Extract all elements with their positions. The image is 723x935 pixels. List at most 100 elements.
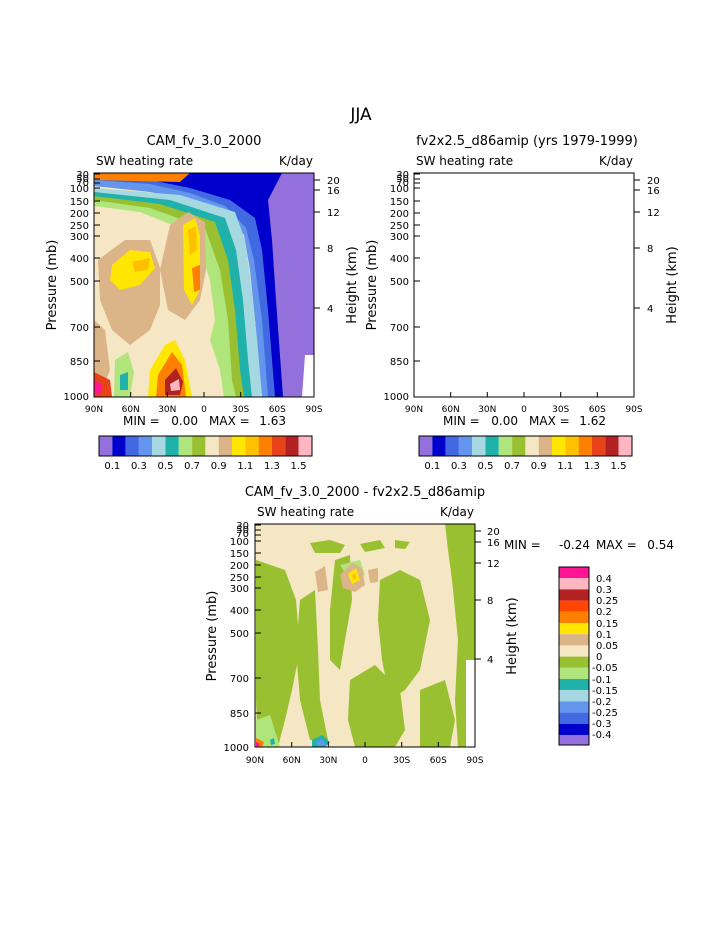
colorbar-swatches <box>559 567 589 745</box>
colorbar-label: 0.5 <box>478 461 494 472</box>
panel-b-right-label: K/day <box>599 154 633 168</box>
colorbar-label: 0.1 <box>104 461 120 472</box>
x-tick-label: 90N <box>246 756 264 766</box>
colorbar-swatch <box>559 724 589 735</box>
colorbar-swatch <box>299 436 313 456</box>
y-tick-label: 100 <box>70 184 89 195</box>
colorbar-label: -0.4 <box>592 730 612 741</box>
x-tick-label: 60N <box>283 756 301 766</box>
colorbar-swatch <box>472 436 485 456</box>
colorbar-swatch <box>605 436 618 456</box>
colorbar-label: -0.2 <box>592 697 612 708</box>
height-tick-label: 8 <box>487 596 493 607</box>
colorbar-swatch <box>559 713 589 724</box>
colorbar-label: 0.4 <box>596 574 612 585</box>
colorbar-label: 1.5 <box>611 461 627 472</box>
colorbar-label: 0.7 <box>184 461 200 472</box>
panel-b-left-label: SW heating rate <box>416 154 513 168</box>
colorbar-swatch <box>559 679 589 690</box>
colorbar-swatch <box>559 567 589 578</box>
y-tick-label: 1000 <box>64 392 89 403</box>
colorbar-swatch <box>126 436 139 456</box>
colorbar-label: -0.05 <box>592 663 618 674</box>
y-tick-label: 150 <box>230 549 249 560</box>
x-tick-label: 0 <box>521 405 527 415</box>
panel-a-title: CAM_fv_3.0_2000 <box>147 134 262 149</box>
panel-a-right-label: K/day <box>279 154 313 168</box>
y-tick-label: 250 <box>390 221 409 232</box>
min-value: -0.24 <box>559 538 590 552</box>
panel-b-title: fv2x2.5_d86amip (yrs 1979-1999) <box>416 134 638 149</box>
y-tick-label: 400 <box>390 254 409 265</box>
y-tick-label: 500 <box>70 277 89 288</box>
colorbar-swatch <box>205 436 218 456</box>
colorbar-label: 0.3 <box>451 461 467 472</box>
max-label: MAX = <box>529 414 570 428</box>
colorbar-swatches <box>99 436 312 456</box>
panel-a-ylabel-right: Height (km) <box>345 246 360 323</box>
panel-c-minmax: MIN = -0.24 MAX = 0.54 <box>504 538 674 552</box>
colorbar-swatch <box>152 436 165 456</box>
colorbar-swatch <box>219 436 232 456</box>
panel-b-colorbar: 0.1 0.3 0.5 0.7 0.9 1.1 1.3 1.5 <box>419 436 632 472</box>
colorbar-label: 1.5 <box>291 461 307 472</box>
min-label: MIN = <box>504 538 541 552</box>
x-tick-label: 30N <box>319 756 337 766</box>
panel-c-left-label: SW heating rate <box>257 505 354 519</box>
min-value: 0.00 <box>171 414 198 428</box>
page-title: JJA <box>349 105 372 125</box>
colorbar-label: 0.15 <box>596 619 618 630</box>
panel-b: fv2x2.5_d86amip (yrs 1979-1999) SW heati… <box>365 134 680 472</box>
panel-c: CAM_fv_3.0_2000 - fv2x2.5_d86amip SW hea… <box>205 485 674 766</box>
colorbar-swatch <box>112 436 125 456</box>
panel-c-title: CAM_fv_3.0_2000 - fv2x2.5_d86amip <box>245 485 485 500</box>
min-label: MIN = <box>443 414 480 428</box>
y-tick-label: 200 <box>390 209 409 220</box>
colorbar-label: -0.1 <box>592 675 612 686</box>
colorbar-label: 0 <box>596 652 602 663</box>
x-tick-label: 60S <box>430 756 447 766</box>
x-tick-label: 90N <box>405 405 423 415</box>
colorbar-label: -0.3 <box>592 719 612 730</box>
panel-a-y-axis: 30 50 70 100 150 200 250 300 400 500 700… <box>45 170 100 403</box>
x-tick-label: 30S <box>393 756 410 766</box>
y-tick-label: 500 <box>390 277 409 288</box>
colorbar-swatch <box>139 436 152 456</box>
colorbar-label: 0.2 <box>596 607 612 618</box>
height-tick-label: 16 <box>327 186 340 197</box>
colorbar-label: -0.15 <box>592 686 618 697</box>
colorbar-swatch <box>245 436 258 456</box>
y-tick-label: 850 <box>230 709 249 720</box>
y-tick-label: 700 <box>70 323 89 334</box>
y-tick-label: 200 <box>70 209 89 220</box>
y-tick-label: 1000 <box>384 392 409 403</box>
colorbar-label: 0.3 <box>131 461 147 472</box>
y-tick-label: 200 <box>230 561 249 572</box>
colorbar-swatch <box>459 436 472 456</box>
x-tick-label: 90S <box>466 756 483 766</box>
panel-b-minmax: MIN = 0.00 MAX = 1.62 <box>443 414 606 428</box>
panel-c-right-label: K/day <box>440 505 474 519</box>
height-tick-label: 4 <box>327 304 333 315</box>
colorbar-swatch <box>272 436 285 456</box>
colorbar-label: 1.3 <box>264 461 280 472</box>
colorbar-swatches <box>419 436 632 456</box>
y-tick-label: 700 <box>390 323 409 334</box>
colorbar-swatch <box>559 589 589 600</box>
colorbar-swatch <box>565 436 578 456</box>
y-tick-label: 150 <box>390 197 409 208</box>
x-tick-label: 90S <box>625 405 642 415</box>
y-tick-label: 850 <box>390 357 409 368</box>
height-tick-label: 4 <box>647 304 653 315</box>
colorbar-label: 1.1 <box>557 461 573 472</box>
max-value: 1.62 <box>579 414 606 428</box>
colorbar-swatch <box>259 436 272 456</box>
y-tick-label: 850 <box>70 357 89 368</box>
colorbar-label: 0.9 <box>531 461 547 472</box>
colorbar-swatch <box>592 436 605 456</box>
colorbar-swatch <box>559 668 589 679</box>
panel-c-y-axis: 30 50 70 100 150 200 250 300 400 500 700… <box>205 521 261 754</box>
colorbar-label: 0.1 <box>424 461 440 472</box>
panel-a-colorbar: 0.1 0.3 0.5 0.7 0.9 1.1 1.3 1.5 <box>99 436 312 472</box>
colorbar-label: 0.05 <box>596 641 618 652</box>
